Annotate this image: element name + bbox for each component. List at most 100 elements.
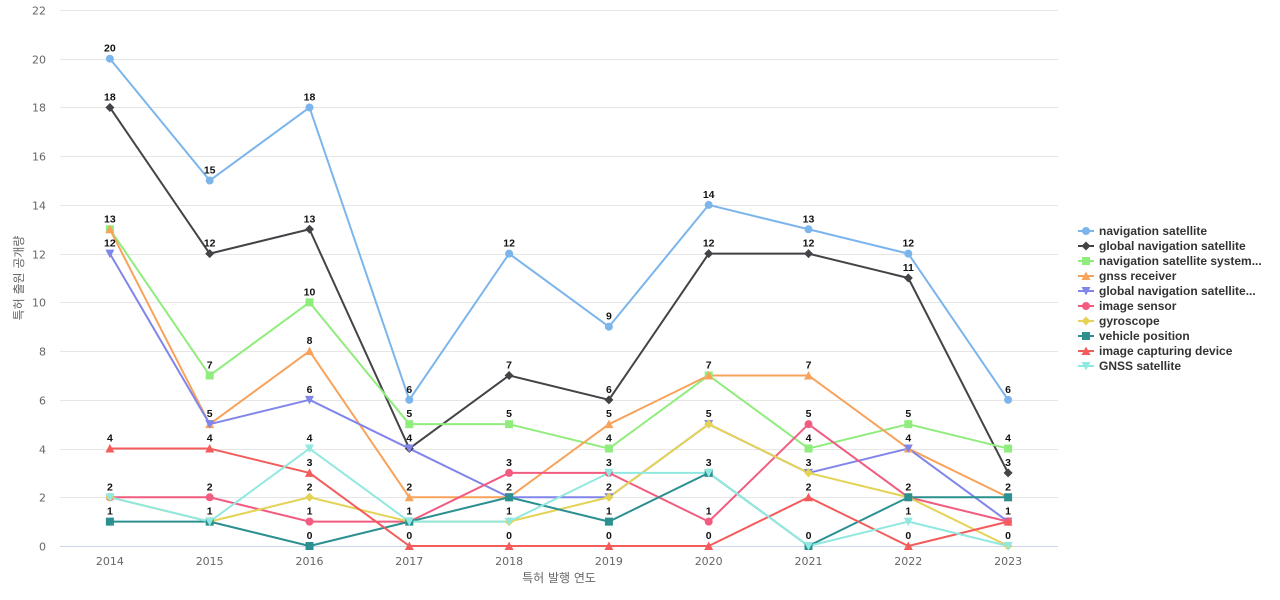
data-label: 13 <box>104 213 116 225</box>
data-label: 4 <box>406 433 412 445</box>
data-label: 3 <box>506 457 512 469</box>
legend-item[interactable]: navigation satellite <box>1078 224 1207 238</box>
data-point <box>804 370 813 380</box>
data-point <box>704 541 714 550</box>
data-point <box>105 493 115 502</box>
data-point <box>903 273 913 283</box>
data-label: 2 <box>406 481 412 493</box>
data-label: 1 <box>606 506 612 518</box>
x-axis-ticks: 2014 2015 2016 2017 2018 2019 2020 2021 2022 2023 <box>96 555 1022 568</box>
data-point <box>1003 517 1013 526</box>
legend-label: gnss receiver <box>1099 269 1177 283</box>
data-label: 4 <box>606 433 612 445</box>
data-point <box>804 492 813 502</box>
legend-label: vehicle position <box>1099 329 1190 343</box>
data-point <box>904 249 913 258</box>
data-label: 9 <box>606 311 612 323</box>
data-label: 4 <box>207 433 213 445</box>
series-line <box>108 106 1010 474</box>
y-tick-label: 18 <box>32 102 46 115</box>
data-label: 6 <box>307 384 313 396</box>
legend-item[interactable]: image capturing device <box>1078 344 1233 358</box>
data-label: 0 <box>506 530 512 542</box>
data-label: 4 <box>307 433 313 445</box>
y-tick-label: 14 <box>32 200 46 213</box>
data-point <box>105 517 114 526</box>
data-point <box>105 54 114 63</box>
data-label: 13 <box>803 213 815 225</box>
legend-label: navigation satellite <box>1099 224 1207 238</box>
data-point <box>105 224 115 234</box>
x-tick-label: 2016 <box>296 555 324 568</box>
x-tick-label: 2019 <box>595 555 623 568</box>
data-point <box>305 298 314 307</box>
data-point <box>105 444 115 453</box>
data-label: 12 <box>104 238 116 250</box>
data-point <box>704 468 714 478</box>
data-point <box>505 468 514 477</box>
data-point <box>604 444 613 453</box>
data-label: 1 <box>905 506 911 518</box>
data-label: 3 <box>706 457 712 469</box>
data-label: 2 <box>905 481 911 493</box>
legend-item[interactable]: global navigation satellite <box>1078 239 1246 253</box>
data-label: 11 <box>903 262 914 274</box>
data-label: 13 <box>304 213 316 225</box>
series-line <box>108 447 1010 547</box>
data-point <box>404 517 414 527</box>
data-label: 0 <box>905 530 911 542</box>
data-label: 3 <box>806 457 812 469</box>
data-point <box>604 468 614 478</box>
data-label: 0 <box>1005 530 1011 542</box>
legend-item[interactable]: navigation satellite system... <box>1078 254 1262 268</box>
data-label: 10 <box>304 286 316 298</box>
x-tick-label: 2020 <box>695 555 723 568</box>
legend-item[interactable]: image sensor <box>1078 299 1177 313</box>
data-label: 12 <box>703 238 715 250</box>
legend-item[interactable]: GNSS satellite <box>1078 359 1181 373</box>
data-point <box>704 200 713 209</box>
data-point <box>1082 257 1090 265</box>
x-axis-title: 특허 발행 연도 <box>522 570 596 585</box>
data-point <box>1081 346 1091 355</box>
series-line <box>108 228 1010 499</box>
legend-item[interactable]: vehicle position <box>1078 329 1190 343</box>
data-point <box>1081 362 1091 371</box>
data-label: 2 <box>606 481 612 493</box>
data-point <box>505 493 514 502</box>
data-label: 5 <box>207 408 213 420</box>
x-tick-label: 2017 <box>395 555 423 568</box>
data-label: 5 <box>406 408 412 420</box>
data-label: 4 <box>1005 433 1011 445</box>
data-point <box>505 249 514 258</box>
data-label: 3 <box>307 457 313 469</box>
data-point <box>1003 468 1013 478</box>
legend-label: image capturing device <box>1099 344 1233 358</box>
data-point <box>105 249 115 259</box>
data-point <box>505 420 514 429</box>
data-label: 12 <box>803 238 815 250</box>
data-point <box>404 492 414 502</box>
data-point <box>205 493 214 502</box>
data-label: 7 <box>706 359 712 371</box>
data-label: 8 <box>307 335 313 347</box>
data-label: 2 <box>207 481 213 493</box>
data-point <box>405 420 414 429</box>
data-point <box>804 249 813 259</box>
legend-item[interactable]: gyroscope <box>1078 314 1160 328</box>
legend-label: gyroscope <box>1099 314 1160 328</box>
data-label: 0 <box>706 530 712 542</box>
data-point <box>404 541 414 550</box>
data-label: 3 <box>1005 457 1011 469</box>
data-point <box>1004 493 1013 502</box>
data-label: 0 <box>806 530 812 542</box>
data-label: 14 <box>703 189 715 201</box>
data-point <box>205 420 215 429</box>
data-label: 0 <box>606 530 612 542</box>
data-point <box>1081 287 1091 296</box>
legend-item[interactable]: gnss receiver <box>1078 269 1177 283</box>
data-point <box>205 176 214 185</box>
legend-item[interactable]: global navigation satellite... <box>1078 284 1256 298</box>
data-label: 5 <box>806 408 812 420</box>
